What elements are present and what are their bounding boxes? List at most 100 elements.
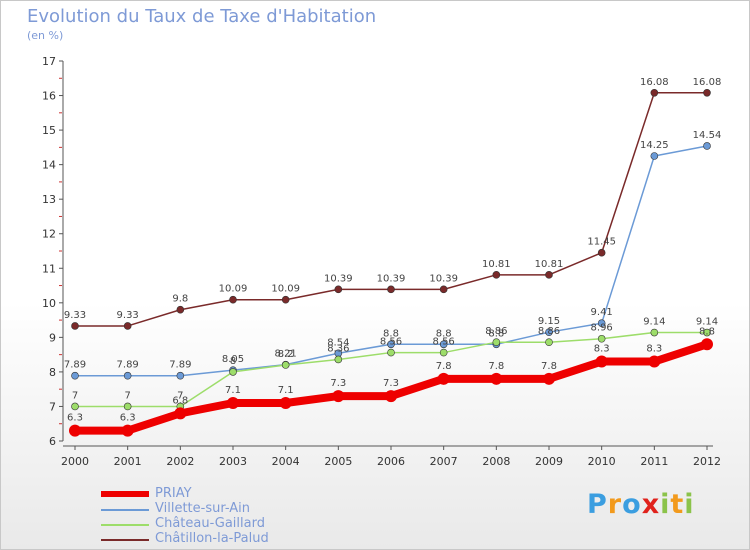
data-point-chatillon-la-palud xyxy=(492,271,501,279)
y-tick-label: 14 xyxy=(42,159,56,172)
axes: 6 7 8 9 10 11 12 13 14 15 16 17 2000 2001 2002 2003 2004… xyxy=(42,55,721,468)
data-point-chateau-gaillard xyxy=(281,361,290,369)
y-tick-label: 10 xyxy=(42,297,56,310)
data-point-chatillon-la-palud xyxy=(597,248,606,257)
data-point-priay xyxy=(227,397,239,409)
data-label-chatillon-la-palud: 10.81 xyxy=(482,259,511,270)
data-label-priay: 6.3 xyxy=(67,413,83,424)
data-label-villette-sur-ain: 8.8 xyxy=(436,328,452,339)
data-point-chatillon-la-palud xyxy=(176,305,185,314)
data-point-priay xyxy=(121,424,134,437)
data-label-chatillon-la-palud: 9.8 xyxy=(172,294,188,305)
data-label-villette-sur-ain: 8.21 xyxy=(275,349,297,360)
data-label-chateau-gaillard: 7 xyxy=(177,390,183,401)
legend-item-villette[interactable]: Villette-sur-Ain xyxy=(101,501,361,517)
data-label-chateau-gaillard: 8.96 xyxy=(591,323,613,334)
data-label-villette-sur-ain: 8.54 xyxy=(327,337,349,348)
y-tick-label: 8 xyxy=(49,366,56,379)
data-point-chatillon-la-palud xyxy=(123,322,132,330)
data-label-villette-sur-ain: 7.89 xyxy=(117,360,139,371)
data-label-priay: 7.3 xyxy=(330,378,346,389)
legend-item-chatillon[interactable]: Châtillon-la-Palud xyxy=(101,531,361,547)
data-label-chateau-gaillard: 7 xyxy=(124,390,130,401)
data-label-chatillon-la-palud: 10.09 xyxy=(271,284,300,295)
data-point-villette-sur-ain xyxy=(387,340,395,349)
data-label-chatillon-la-palud: 10.81 xyxy=(535,259,564,270)
data-label-chatillon-la-palud: 10.39 xyxy=(377,273,406,284)
data-label-priay: 8.3 xyxy=(594,344,610,355)
data-point-chateau-gaillard xyxy=(439,348,448,357)
data-label-chatillon-la-palud: 9.33 xyxy=(64,310,86,321)
legend-label-chatillon: Châtillon-la-Palud xyxy=(155,531,269,546)
data-point-chatillon-la-palud xyxy=(71,322,79,330)
data-label-chatillon-la-palud: 10.39 xyxy=(324,273,353,284)
logo-letter: i xyxy=(684,489,695,520)
logo-letter: i xyxy=(660,489,671,520)
data-label-priay: 8.3 xyxy=(646,344,662,355)
data-point-chateau-gaillard xyxy=(545,338,553,347)
legend-item-chateau-gaillard[interactable]: Château-Gaillard xyxy=(101,516,361,532)
x-tick-label: 2007 xyxy=(430,455,458,468)
data-point-priay xyxy=(490,372,503,385)
y-tick-label: 17 xyxy=(42,55,56,68)
data-point-priay xyxy=(385,390,397,403)
data-point-chateau-gaillard xyxy=(71,402,79,411)
data-label-chateau-gaillard: 7 xyxy=(72,390,78,401)
data-label-priay: 7.8 xyxy=(541,361,557,372)
data-point-villette-sur-ain xyxy=(650,152,659,160)
data-point-chateau-gaillard xyxy=(492,338,501,347)
logo-letter: r xyxy=(607,489,623,520)
legend-label-priay: PRIAY xyxy=(155,486,192,501)
x-tick-label: 2008 xyxy=(482,455,510,468)
x-tick-label: 2004 xyxy=(272,455,300,468)
x-tick-label: 2010 xyxy=(588,455,616,468)
legend-swatch-priay xyxy=(101,491,149,497)
data-label-chateau-gaillard: 8.86 xyxy=(485,326,507,337)
legend-item-priay[interactable]: PRIAY xyxy=(101,486,361,502)
data-point-priay xyxy=(648,355,661,368)
x-tick-label: 2003 xyxy=(219,455,247,468)
y-tick-label: 16 xyxy=(42,90,56,103)
data-label-chateau-gaillard: 8.56 xyxy=(380,337,402,348)
proxiti-logo: Proxiti xyxy=(587,489,695,520)
data-label-chatillon-la-palud: 11.45 xyxy=(587,237,616,248)
data-point-chatillon-la-palud xyxy=(387,285,395,294)
data-label-villette-sur-ain: 8.05 xyxy=(222,354,244,365)
data-point-chateau-gaillard xyxy=(650,328,659,337)
data-label-chatillon-la-palud: 10.39 xyxy=(429,273,458,284)
data-point-chatillon-la-palud xyxy=(334,285,343,294)
data-label-chateau-gaillard: 9.14 xyxy=(696,317,718,328)
data-point-priay xyxy=(543,372,555,385)
y-tick-label: 15 xyxy=(42,124,56,137)
legend-swatch-chateau-gaillard xyxy=(101,524,149,526)
data-label-priay: 7.8 xyxy=(488,361,504,372)
data-point-priay xyxy=(279,397,292,409)
logo-letter: x xyxy=(641,489,661,520)
data-point-chatillon-la-palud xyxy=(650,88,659,97)
data-point-chatillon-la-palud xyxy=(703,88,711,97)
y-tick-label: 9 xyxy=(49,331,56,344)
data-point-priay xyxy=(332,390,345,403)
data-label-villette-sur-ain: 9.15 xyxy=(538,316,560,327)
data-point-chatillon-la-palud xyxy=(439,285,448,294)
data-point-villette-sur-ain xyxy=(71,371,79,380)
data-labels-layer: 9.33 9.33 9.8 10.09 10.09 10.39 10.39 10.39 10.8… xyxy=(64,77,721,424)
logo-letter: t xyxy=(670,489,685,520)
data-label-priay: 6.8 xyxy=(172,395,188,406)
data-label-villette-sur-ain: 7.89 xyxy=(64,360,86,371)
data-label-chateau-gaillard: 8.86 xyxy=(538,326,560,337)
y-tick-label: 6 xyxy=(49,435,56,448)
data-point-priay xyxy=(69,424,81,437)
x-tick-label: 2006 xyxy=(377,455,405,468)
y-tick-label: 12 xyxy=(42,228,56,241)
data-label-chateau-gaillard: 8.2 xyxy=(278,349,294,360)
data-point-villette-sur-ain xyxy=(123,371,132,380)
data-label-chateau-gaillard: 8.56 xyxy=(433,337,455,348)
data-point-villette-sur-ain xyxy=(439,340,448,349)
data-label-chateau-gaillard: 9.14 xyxy=(643,317,665,328)
data-point-chateau-gaillard xyxy=(597,334,606,343)
data-point-chateau-gaillard xyxy=(703,328,711,337)
data-label-villette-sur-ain: 7.89 xyxy=(169,360,191,371)
